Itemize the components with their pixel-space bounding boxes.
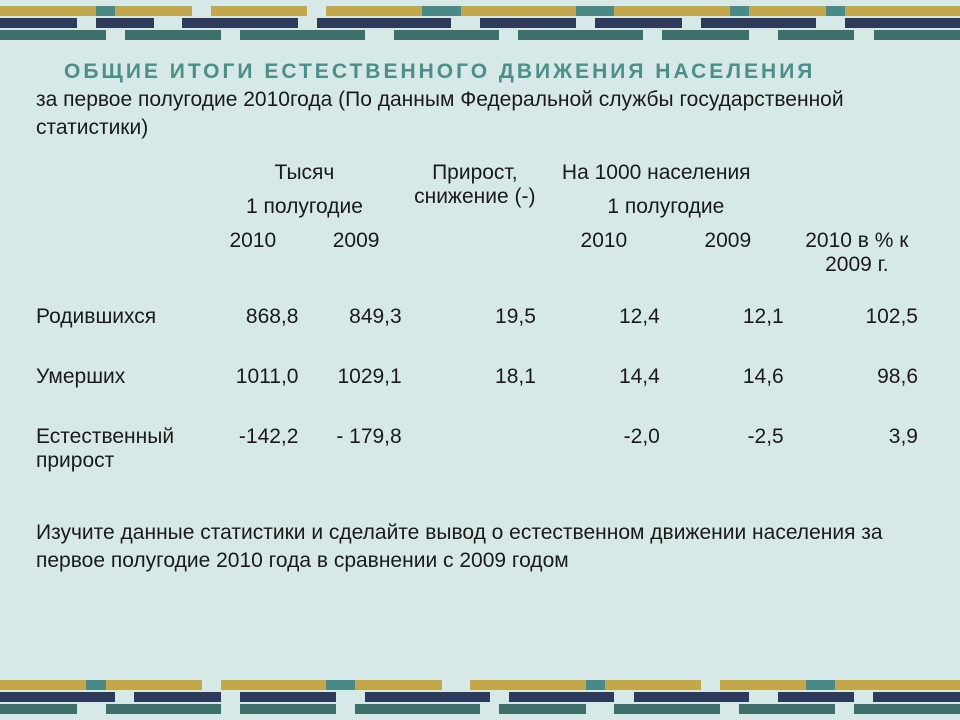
table-header-pct-blank bbox=[790, 191, 924, 225]
cell-change bbox=[408, 407, 542, 491]
cell-t2010: 1011,0 bbox=[201, 347, 304, 407]
table-header-per1000: На 1000 населения bbox=[542, 157, 924, 191]
page-subtitle: за первое полугодие 2010года (По данным … bbox=[36, 86, 924, 143]
table-header-blank bbox=[36, 157, 201, 191]
cell-t2009: - 179,8 bbox=[304, 407, 407, 491]
table-header-halfyear-2: 1 полугодие bbox=[542, 191, 790, 225]
bottom-border bbox=[0, 680, 960, 720]
border-row bbox=[0, 692, 960, 702]
border-row bbox=[0, 30, 960, 40]
cell-change: 18,1 bbox=[408, 347, 542, 407]
table-row: Умерших 1011,0 1029,1 18,1 14,4 14,6 98,… bbox=[36, 347, 924, 407]
cell-t2010: -142,2 bbox=[201, 407, 304, 491]
table-header-halfyear-1: 1 полугодие bbox=[201, 191, 408, 225]
cell-pct: 102,5 bbox=[790, 287, 924, 347]
footer-text: Изучите данные статистики и сделайте выв… bbox=[36, 519, 924, 576]
table-header-2010-1: 2010 bbox=[201, 225, 304, 287]
row-label: Родившихся bbox=[36, 287, 201, 347]
table-header-blank bbox=[36, 225, 201, 287]
table-header-pct: 2010 в % к 2009 г. bbox=[790, 225, 924, 287]
border-row bbox=[0, 704, 960, 714]
table-header-2010-2: 2010 bbox=[542, 225, 666, 287]
cell-p2009: -2,5 bbox=[666, 407, 790, 491]
table-header-blank bbox=[36, 191, 201, 225]
border-row bbox=[0, 6, 960, 16]
cell-t2009: 1029,1 bbox=[304, 347, 407, 407]
content-area: ОБЩИЕ ИТОГИ ЕСТЕСТВЕННОГО ДВИЖЕНИЯ НАСЕЛ… bbox=[0, 42, 960, 585]
cell-p2010: 14,4 bbox=[542, 347, 666, 407]
data-table: Тысяч Прирост, снижение (-) На 1000 насе… bbox=[36, 157, 924, 491]
cell-p2009: 12,1 bbox=[666, 287, 790, 347]
table-row: Родившихся 868,8 849,3 19,5 12,4 12,1 10… bbox=[36, 287, 924, 347]
table-header-2009-1: 2009 bbox=[304, 225, 407, 287]
cell-p2010: 12,4 bbox=[542, 287, 666, 347]
table-header-2009-2: 2009 bbox=[666, 225, 790, 287]
table-header-change: Прирост, снижение (-) bbox=[408, 157, 542, 287]
row-label: Естественный прирост bbox=[36, 407, 201, 491]
cell-pct: 3,9 bbox=[790, 407, 924, 491]
cell-p2010: -2,0 bbox=[542, 407, 666, 491]
border-row bbox=[0, 680, 960, 690]
cell-t2010: 868,8 bbox=[201, 287, 304, 347]
cell-change: 19,5 bbox=[408, 287, 542, 347]
table-header-thousands: Тысяч bbox=[201, 157, 408, 191]
cell-t2009: 849,3 bbox=[304, 287, 407, 347]
cell-p2009: 14,6 bbox=[666, 347, 790, 407]
row-label: Умерших bbox=[36, 347, 201, 407]
border-row bbox=[0, 18, 960, 28]
top-border bbox=[0, 0, 960, 40]
page-title: ОБЩИЕ ИТОГИ ЕСТЕСТВЕННОГО ДВИЖЕНИЯ НАСЕЛ… bbox=[36, 60, 924, 84]
table-row: Естественный прирост -142,2 - 179,8 -2,0… bbox=[36, 407, 924, 491]
cell-pct: 98,6 bbox=[790, 347, 924, 407]
